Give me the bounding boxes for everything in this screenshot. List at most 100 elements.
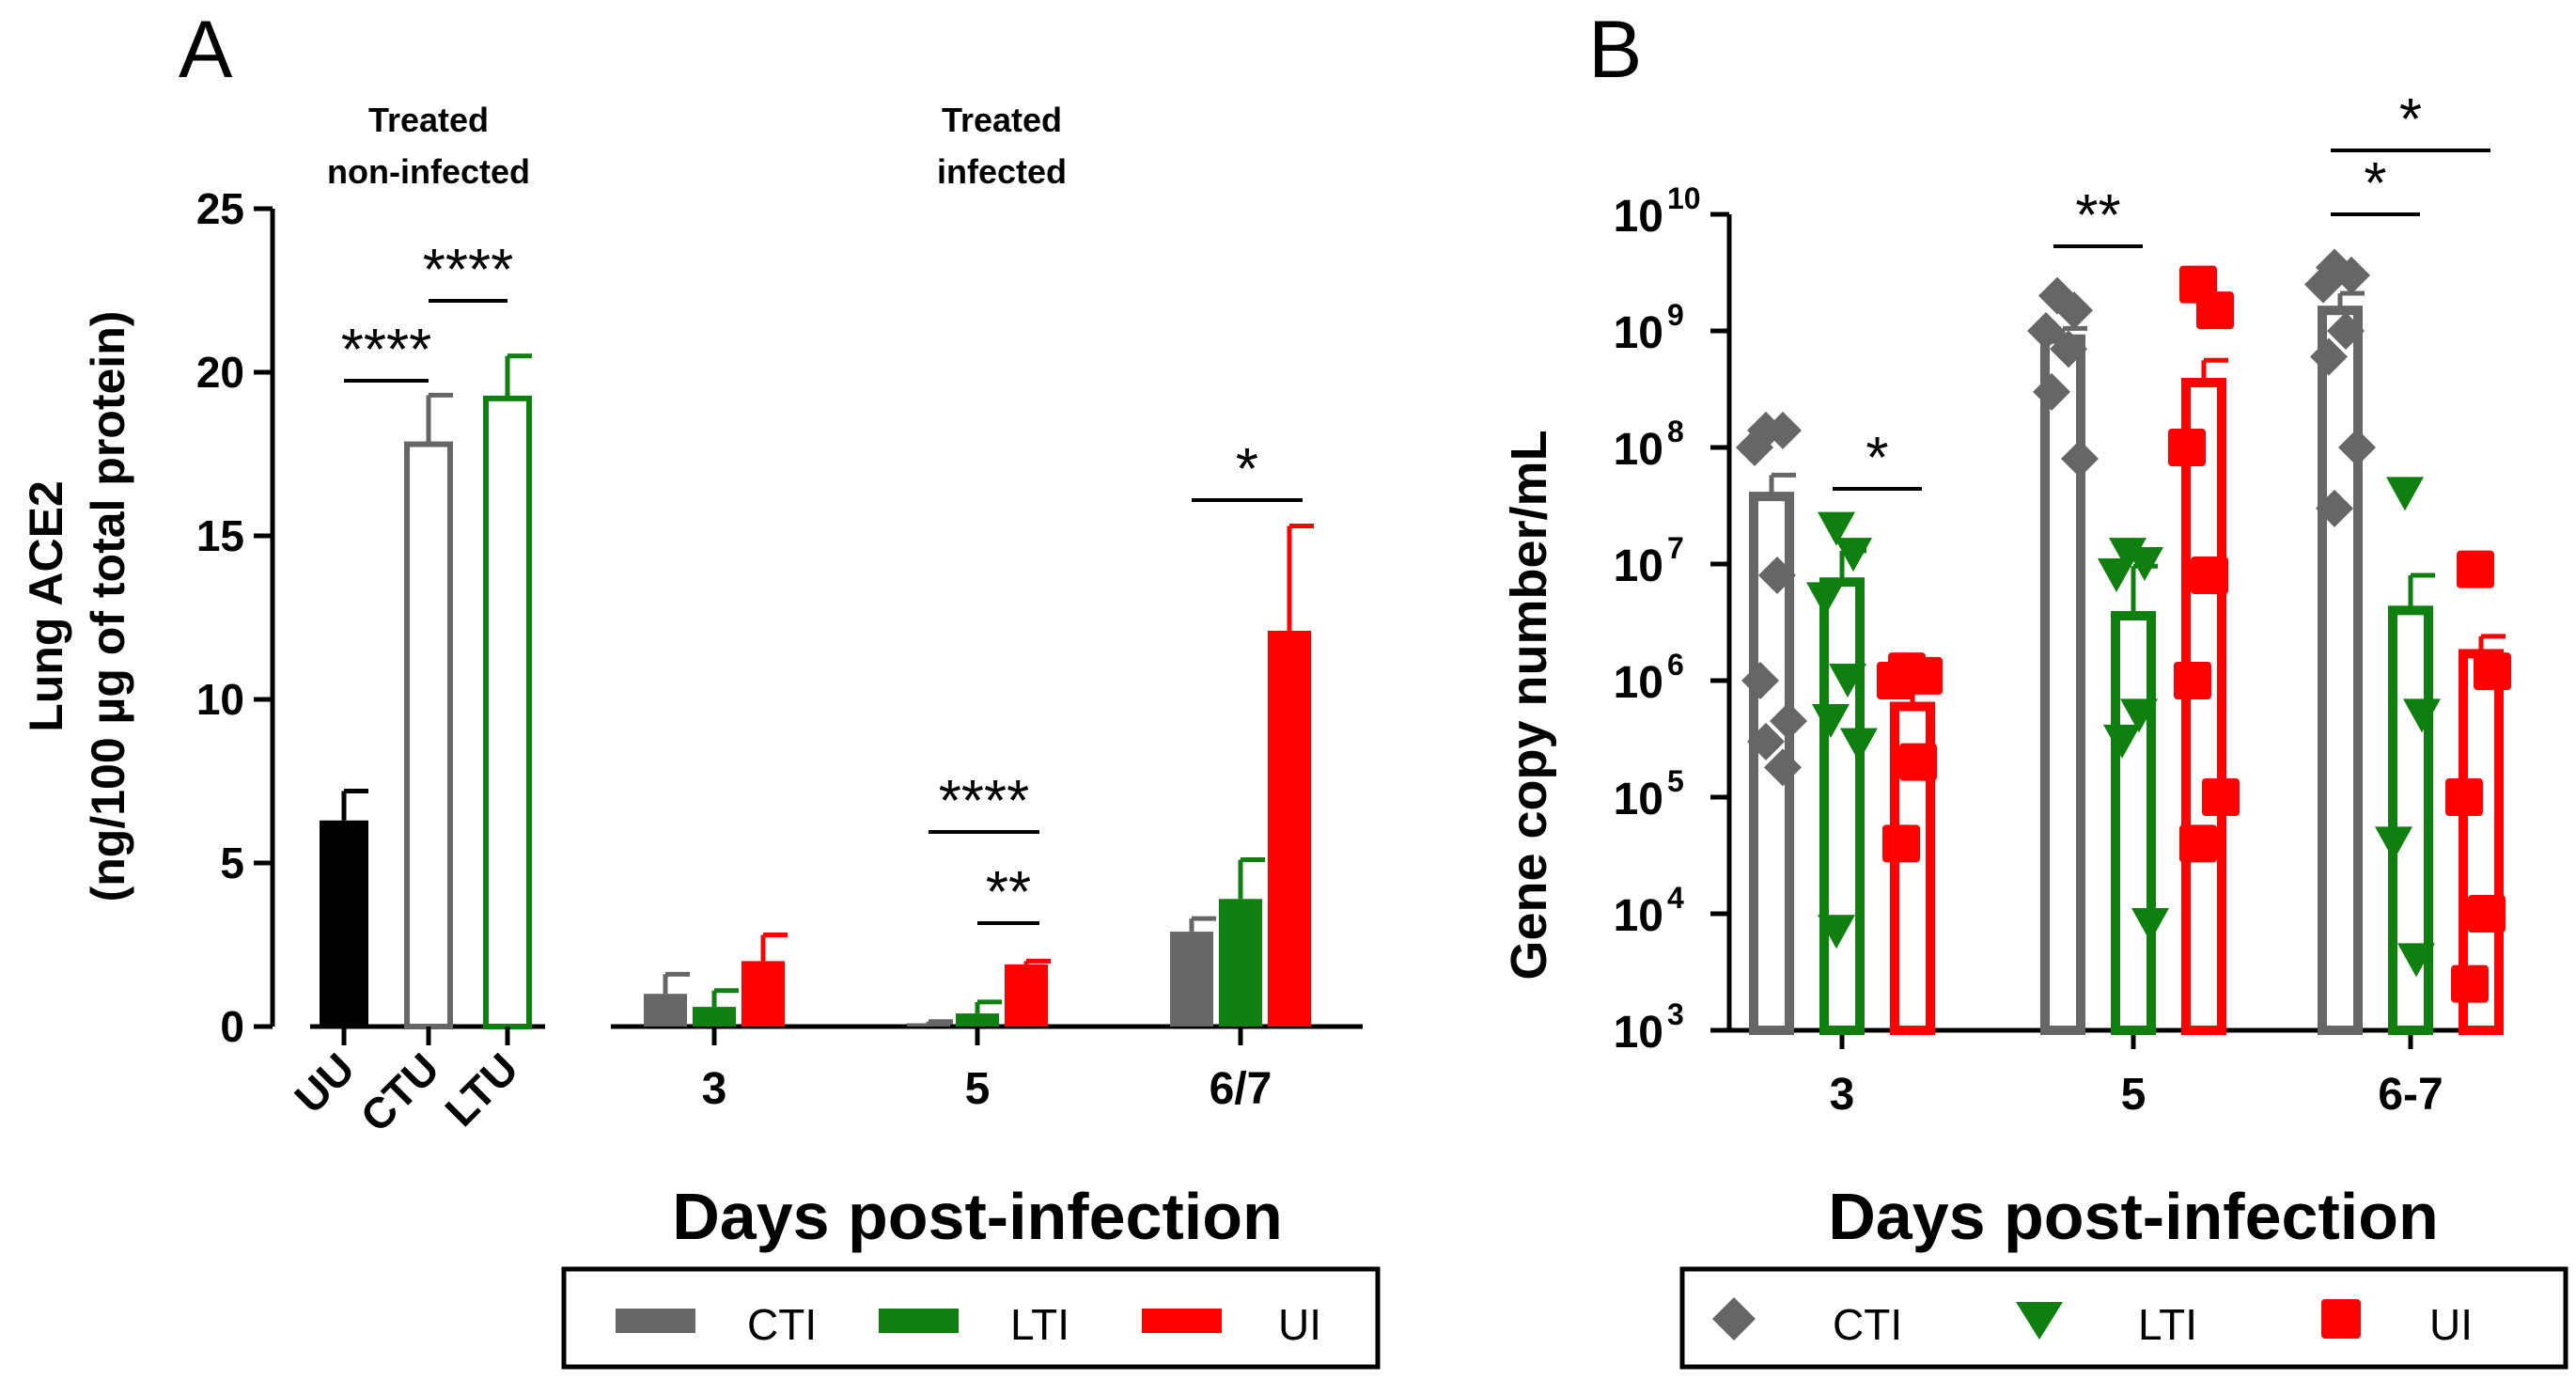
b-point-cti-0: [1741, 662, 1779, 699]
a-legend-box: [561, 1266, 1381, 1370]
a-bar-lti-day-1: [956, 1013, 999, 1027]
a-sig-group1-1-label: ****: [423, 238, 514, 303]
a-sig-group2-2-label: *: [1236, 437, 1258, 502]
b-y-axis-label: Gene copy number/mL: [1501, 430, 1557, 980]
a-group2-title-line2: infected: [937, 152, 1067, 191]
b-point-cti-2: [2338, 429, 2376, 466]
b-point-lti-0: [1834, 538, 1872, 572]
b-point-lti-2: [2375, 826, 2412, 861]
b-y-tick-base: 10: [1614, 775, 1663, 824]
b-y-tick-exponent: 6: [1667, 648, 1684, 682]
b-x-label-0: 3: [1830, 1070, 1855, 1120]
a-y-tick-label: 5: [220, 839, 244, 887]
b-point-lti-0: [1812, 704, 1850, 739]
a-bar-ui-day-2: [1268, 630, 1311, 1027]
a-y-tick-label: 20: [196, 348, 244, 397]
b-x-label-2: 6-7: [2378, 1070, 2443, 1120]
b-point-lti-1: [2098, 558, 2135, 593]
b-point-ui-0: [1882, 824, 1920, 863]
a-bar-cti-day-0: [644, 994, 687, 1027]
b-point-ui-2: [2474, 652, 2511, 691]
a-sig-group2-0-label: ****: [939, 769, 1030, 834]
a-x-label-ctu: CTU: [351, 1043, 448, 1141]
b-point-lti-1: [2126, 547, 2163, 581]
a-legend-swatch-lti: [879, 1309, 959, 1333]
b-legend-box: [1679, 1266, 2568, 1370]
a-y-tick-label: 15: [196, 511, 244, 560]
b-point-ui-2: [2445, 778, 2483, 816]
b-x-axis-title: Days post-infection: [1828, 1180, 2439, 1253]
a-x-label-ltu: LTU: [435, 1043, 527, 1136]
b-point-lti-0: [1829, 664, 1866, 698]
a-y-tick-label: 10: [196, 675, 244, 724]
a-bar-lti-day-2: [1219, 899, 1262, 1027]
a-bar-ui-day-1: [1005, 964, 1048, 1027]
b-point-ui-1: [2174, 662, 2211, 699]
a-bar-uu: [320, 820, 368, 1027]
b-point-lti-0: [1840, 728, 1878, 762]
b-y-tick-exponent: 5: [1667, 764, 1684, 798]
b-point-cti-2: [2316, 489, 2353, 527]
a-x-label-day-2: 6/7: [1210, 1064, 1272, 1114]
b-y-tick-base: 10: [1614, 541, 1663, 591]
a-bar-ui-day-0: [742, 961, 785, 1027]
panel-label-b: B: [1588, 5, 1642, 95]
b-legend-label-cti: CTI: [1833, 1300, 1902, 1349]
a-legend-label-cti: CTI: [747, 1300, 817, 1349]
b-y-tick-exponent: 9: [1667, 298, 1684, 332]
b-point-cti-0: [1758, 557, 1796, 595]
panel-label-a: A: [179, 5, 233, 95]
b-point-lti-2: [2397, 943, 2435, 978]
b-point-cti-1: [2050, 330, 2087, 369]
a-sig-group1-0-label: ****: [341, 318, 432, 383]
b-point-cti-0: [1736, 429, 1773, 466]
b-y-tick-exponent: 8: [1667, 415, 1684, 448]
b-point-cti-1: [2027, 312, 2065, 350]
b-sig-0-label: *: [1866, 426, 1888, 491]
b-point-lti-1: [2131, 908, 2169, 943]
b-y-tick-base: 10: [1614, 308, 1663, 358]
b-point-cti-2: [2304, 265, 2342, 304]
b-y-tick-base: 10: [1614, 192, 1663, 242]
b-legend-marker-lti: [2016, 1302, 2063, 1340]
a-sig-group2-1-label: **: [986, 860, 1031, 925]
a-group1-title-line2: non-infected: [327, 152, 530, 191]
b-point-lti-2: [2386, 477, 2424, 511]
a-bar-lti-day-0: [693, 1007, 736, 1027]
b-point-ui-1: [2196, 291, 2234, 330]
b-point-cti-2: [2327, 312, 2365, 350]
b-bar-ui-1: [2181, 378, 2226, 1035]
b-point-lti-1: [2120, 698, 2158, 733]
b-point-cti-1: [2055, 291, 2093, 330]
a-y-tick-label: 0: [220, 1002, 244, 1051]
a-legend-swatch-ui: [1142, 1309, 1222, 1333]
b-point-ui-2: [2451, 964, 2489, 1003]
a-bar-cti-day-2: [1170, 932, 1213, 1027]
b-point-ui-1: [2179, 824, 2217, 863]
a-legend-swatch-cti: [616, 1309, 695, 1333]
a-bar-ctu: [404, 441, 453, 1029]
a-y-axis-label-line1: Lung ACE2: [20, 480, 72, 732]
b-sig-2-label: *: [2364, 151, 2386, 216]
a-group1-title-line1: Treated: [368, 101, 489, 139]
b-y-tick-base: 10: [1614, 1008, 1663, 1058]
a-x-label-day-1: 5: [965, 1064, 991, 1114]
b-y-tick-exponent: 3: [1667, 997, 1684, 1031]
b-point-ui-1: [2168, 429, 2206, 466]
b-point-ui-0: [1877, 662, 1914, 699]
b-point-lti-1: [2109, 538, 2147, 572]
b-point-cti-2: [2333, 256, 2370, 294]
a-y-axis-label-line2: (ng/100 µg of total protein): [82, 311, 134, 902]
b-point-lti-2: [2403, 698, 2441, 733]
b-point-cti-0: [1764, 411, 1802, 449]
a-bar-ltu: [483, 395, 532, 1029]
b-sig-1-label: **: [2075, 183, 2120, 248]
b-y-tick-exponent: 10: [1667, 181, 1701, 215]
b-sig-3-label: *: [2399, 87, 2422, 152]
a-x-axis-title: Days post-infection: [672, 1180, 1283, 1253]
b-y-tick-exponent: 4: [1667, 881, 1684, 915]
a-x-label-day-0: 3: [702, 1064, 727, 1114]
b-bar-cti-2: [2318, 306, 2363, 1035]
b-legend-label-lti: LTI: [2138, 1300, 2197, 1349]
